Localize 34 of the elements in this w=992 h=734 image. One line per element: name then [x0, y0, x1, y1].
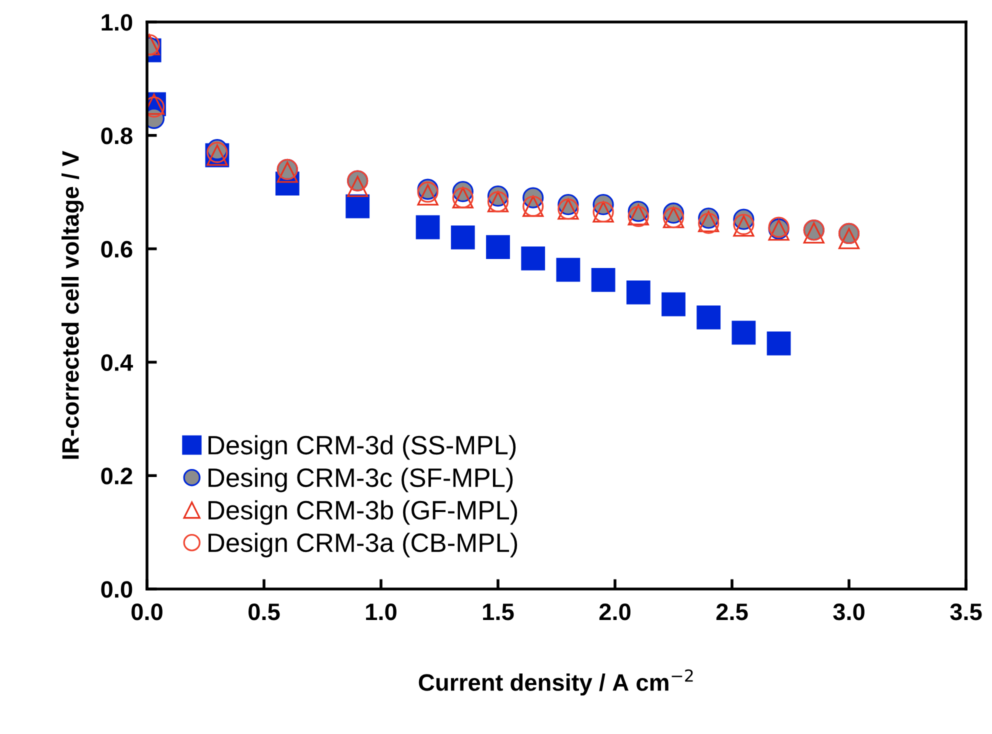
point	[766, 332, 791, 356]
y-tick-label: 1.0	[102, 14, 132, 31]
point	[626, 280, 650, 304]
point	[591, 268, 616, 292]
x-tick-label: 0.0	[132, 604, 162, 620]
point	[347, 176, 368, 197]
y-tick-label: 0.6	[101, 240, 132, 258]
point	[521, 246, 546, 270]
point	[416, 215, 440, 240]
x-tick-label: 2.5	[716, 604, 748, 620]
legend-label: Design CRM-3a (CB-MPL)	[208, 532, 518, 558]
point	[346, 194, 370, 218]
x-tick-label: 2.0	[599, 604, 630, 620]
point	[486, 235, 510, 260]
x-tick-label: 1.0	[366, 604, 396, 620]
y-tick-label: 0.4	[101, 354, 133, 371]
point	[732, 320, 756, 345]
x-axis-title: Current density / A cm$^{−2}$	[418, 669, 693, 696]
point	[662, 292, 686, 316]
y-tick-label: 0.0	[101, 581, 132, 598]
x-tick-label: 3.5	[950, 604, 982, 620]
y-axis-title: IR-corrected cell voltage / V	[62, 150, 84, 459]
point	[696, 305, 721, 330]
y-tick-label: 0.2	[101, 468, 132, 484]
x-tick-label: 1.5	[483, 604, 514, 620]
point	[556, 258, 580, 282]
point	[450, 226, 475, 250]
legend-label: Design CRM-3d (SS-MPL)	[208, 435, 516, 460]
legend-label: Desing CRM-3c (SF-MPL)	[208, 468, 513, 492]
point	[838, 228, 860, 250]
x-tick-label: 3.0	[833, 604, 864, 620]
legend-label: Design CRM-3b (GF-MPL)	[208, 500, 518, 525]
y-tick-label: 0.8	[101, 127, 132, 144]
x-tick-label: 0.5	[248, 604, 280, 620]
